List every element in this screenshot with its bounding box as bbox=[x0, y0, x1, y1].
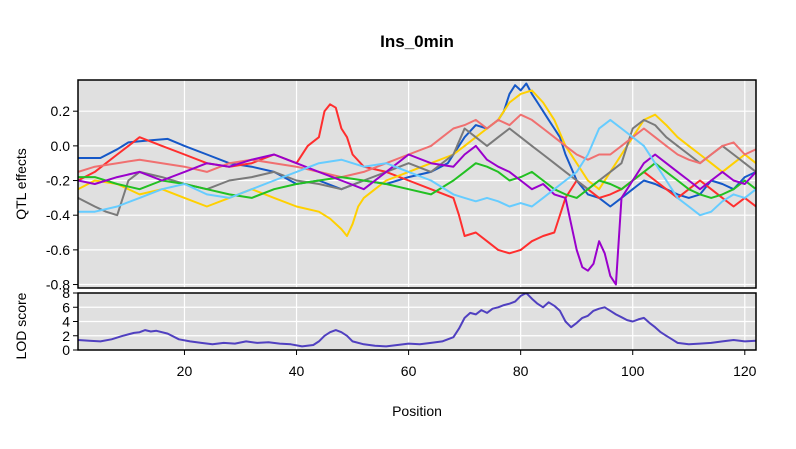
effects-series-line-0 bbox=[78, 82, 756, 208]
lod-series-line-0 bbox=[78, 293, 756, 348]
chart-title: Ins_0min bbox=[380, 32, 454, 51]
effects-series-line-2 bbox=[78, 89, 756, 237]
lod-ytick-label-4: 8 bbox=[62, 285, 70, 301]
xtick-label-2: 60 bbox=[401, 363, 417, 379]
xtick-label-4: 100 bbox=[621, 363, 645, 379]
effects-ytick-label-1: 0.0 bbox=[51, 138, 71, 154]
effects-series-line-6 bbox=[78, 144, 756, 286]
effects-ytick-label-0: 0.2 bbox=[51, 103, 71, 119]
effects-plot-frame bbox=[77, 79, 757, 289]
effects-series-group bbox=[78, 82, 756, 286]
effects-ytick-label-5: -0.8 bbox=[46, 277, 70, 293]
effects-series-line-7 bbox=[78, 118, 756, 217]
effects-series-line-4 bbox=[78, 113, 756, 179]
lod-ytick-label-2: 4 bbox=[62, 314, 70, 330]
xtick-label-0: 20 bbox=[177, 363, 193, 379]
lod-ytick-label-3: 6 bbox=[62, 299, 70, 315]
y-axis-label-lod: LOD score bbox=[13, 292, 29, 359]
xtick-label-3: 80 bbox=[513, 363, 529, 379]
lod-series-group bbox=[78, 293, 756, 348]
effects-ytick-label-4: -0.6 bbox=[46, 242, 70, 258]
y-axis-label-effects: QTL effects bbox=[13, 148, 29, 220]
xtick-label-1: 40 bbox=[289, 363, 305, 379]
lod-ytick-label-0: 0 bbox=[62, 342, 70, 358]
xtick-label-5: 120 bbox=[733, 363, 757, 379]
x-axis-label: Position bbox=[392, 403, 442, 419]
effects-ytick-label-3: -0.4 bbox=[46, 207, 70, 223]
qtl-effects-panel: 0.2 0.0 -0.2 -0.4 -0.6 -0.8 bbox=[46, 79, 757, 293]
lod-ytick-label-1: 2 bbox=[62, 328, 70, 344]
effects-ytick-label-2: -0.2 bbox=[46, 173, 70, 189]
